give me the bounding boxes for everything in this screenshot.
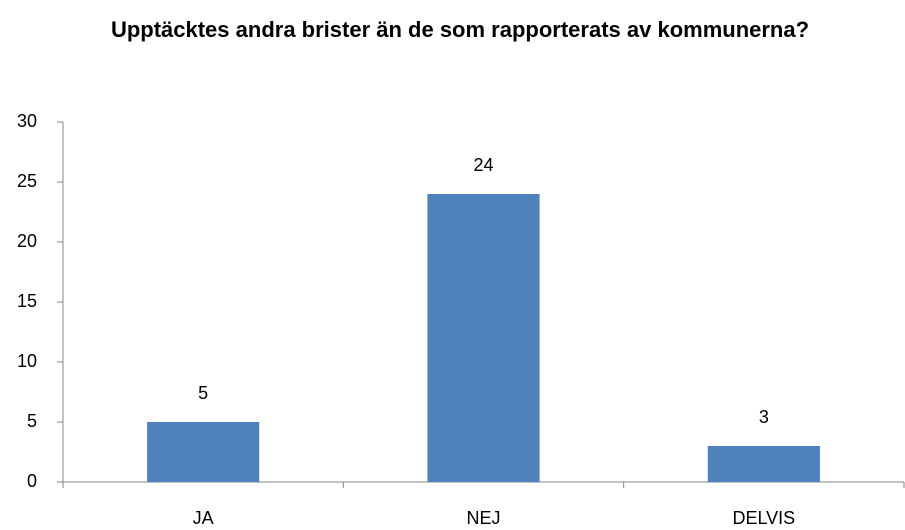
bar xyxy=(147,422,260,482)
y-tick-label: 5 xyxy=(27,411,37,431)
data-label: 24 xyxy=(473,155,493,175)
bar xyxy=(707,446,820,482)
y-tick-label: 20 xyxy=(17,231,37,251)
y-tick-label: 25 xyxy=(17,171,37,191)
data-label: 5 xyxy=(198,383,208,403)
y-tick-label: 15 xyxy=(17,291,37,311)
y-tick-label: 0 xyxy=(27,471,37,491)
x-tick-label: JA xyxy=(193,508,214,528)
chart-title: Upptäcktes andra brister än de som rappo… xyxy=(110,17,810,42)
bar xyxy=(427,194,540,482)
x-tick-label: NEJ xyxy=(466,508,500,528)
y-tick-label: 30 xyxy=(17,111,37,131)
x-tick-label: DELVIS xyxy=(732,508,795,528)
y-tick-label: 10 xyxy=(17,351,37,371)
data-label: 3 xyxy=(759,407,769,427)
